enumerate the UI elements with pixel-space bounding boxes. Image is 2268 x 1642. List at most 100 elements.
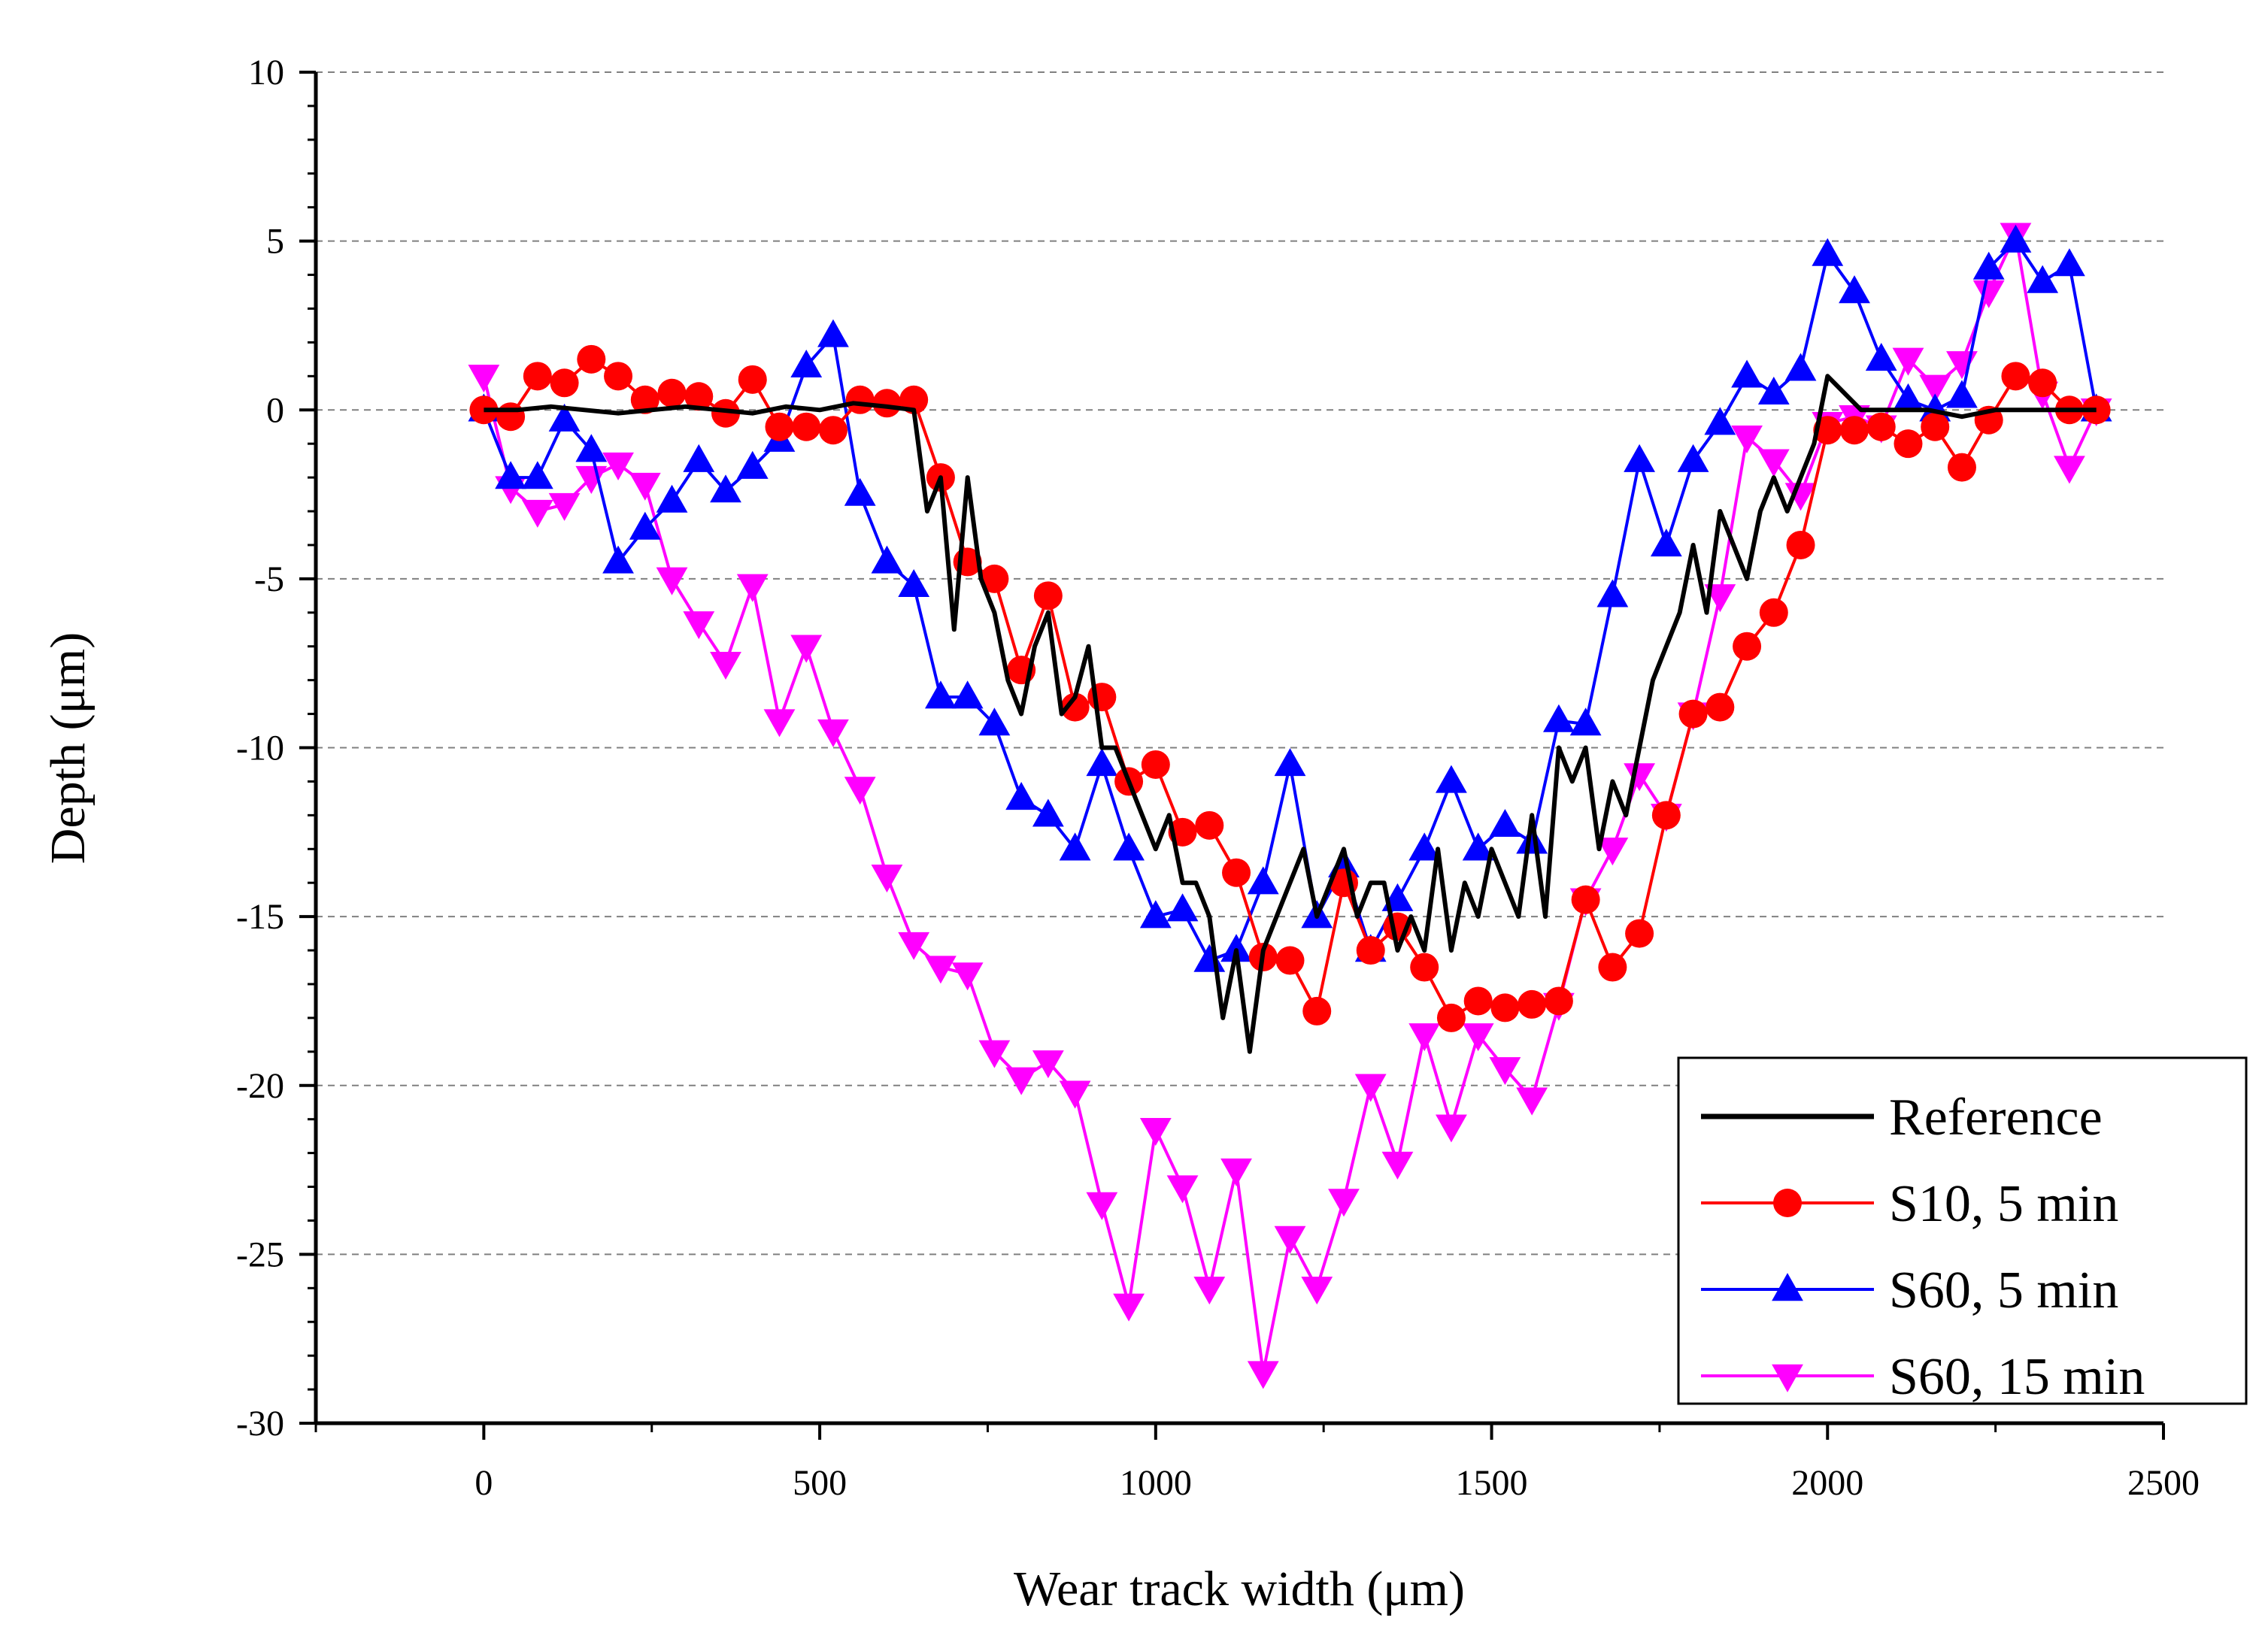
series-3-point-39	[1516, 1087, 1548, 1116]
series-2-point-23	[1086, 748, 1118, 777]
series-2-point-27	[1193, 944, 1226, 972]
series-3-point-26	[1166, 1175, 1199, 1204]
ticks: 10 5 0 -5 -10 -15 -20 -25 -30 0 500 1000 1500 2000 250…	[236, 53, 2200, 1503]
series-2-point-28	[1220, 934, 1252, 962]
y-tick-label-8: -30	[236, 1404, 284, 1444]
series-3-point-54	[1919, 374, 1951, 403]
series-1-point-28	[1222, 858, 1251, 887]
series-3-point-20	[1005, 1067, 1038, 1095]
legend-marker-2	[1772, 1273, 1803, 1301]
series-3-point-6	[629, 472, 661, 501]
series-2-point-42	[1596, 579, 1629, 607]
series-3-point-0	[468, 365, 500, 393]
series-1-point-1	[496, 402, 526, 432]
series-3-point-5	[602, 452, 634, 480]
series-3-point-55	[1946, 351, 1978, 380]
series-3-point-14	[844, 777, 876, 805]
series-3-point-43	[1624, 763, 1656, 792]
series-1-point-44	[1651, 801, 1681, 830]
series-2	[468, 224, 2112, 972]
series-1-point-46	[1706, 692, 1735, 722]
series-2-point-36	[1436, 765, 1467, 793]
series-line-0	[484, 374, 2097, 1054]
series-1-point-48	[1759, 598, 1788, 627]
series-1-point-0	[469, 395, 499, 425]
series-line-2	[482, 239, 2098, 962]
series-3-point-18	[951, 962, 984, 991]
series-2-point-39	[1516, 826, 1548, 854]
series-2-point-50	[1812, 238, 1844, 266]
x-axis-title: Wear track width (μm)	[1014, 1562, 1465, 1616]
series-3-point-32	[1328, 1189, 1360, 1217]
series	[468, 223, 2112, 1389]
series-2-point-19	[978, 707, 1011, 736]
series-1-point-33	[1356, 936, 1385, 965]
series-2-point-30	[1274, 748, 1306, 777]
series-1-point-12	[792, 412, 821, 441]
series-3-point-27	[1193, 1277, 1226, 1305]
series-3-point-25	[1139, 1117, 1172, 1147]
series-1-point-9	[711, 398, 741, 428]
series-3-point-12	[790, 635, 823, 663]
series-3-point-28	[1220, 1158, 1252, 1186]
y-tick-label-4: -10	[236, 729, 284, 768]
series-1-point-4	[577, 344, 606, 374]
series-1-point-3	[550, 368, 579, 398]
series-2-point-52	[1865, 343, 1897, 371]
series-1-point-39	[1518, 989, 1547, 1019]
series-2-point-37	[1462, 832, 1494, 861]
series-1-point-13	[818, 416, 847, 445]
series-2-point-41	[1569, 707, 1602, 736]
y-tick-label-7: -25	[236, 1235, 284, 1274]
series-2-point-1	[495, 461, 527, 489]
series-3-point-38	[1489, 1057, 1521, 1086]
series-1-point-21	[1033, 581, 1063, 610]
series-1-point-41	[1571, 885, 1600, 914]
series-2-point-58	[2027, 265, 2059, 293]
series-2-point-5	[602, 545, 634, 574]
series-2-point-22	[1059, 832, 1091, 861]
legend-label-3: S60, 15 min	[1889, 1348, 2145, 1406]
series-3-point-10	[736, 574, 769, 602]
series-1-point-36	[1436, 1003, 1466, 1032]
series-2-point-21	[1032, 798, 1064, 827]
series-2-point-45	[1677, 444, 1709, 472]
series-2-point-38	[1489, 808, 1521, 838]
series-2-point-2	[521, 461, 553, 489]
series-2-point-51	[1839, 275, 1870, 304]
series-3-point-24	[1113, 1293, 1145, 1322]
series-2-point-12	[790, 349, 823, 378]
series-3-point-7	[656, 567, 688, 595]
legend-label-0: Reference	[1889, 1089, 2103, 1147]
series-3-point-8	[683, 611, 715, 640]
series-1-point-53	[1894, 429, 1923, 459]
series-2-point-29	[1247, 866, 1279, 895]
series-1-point-2	[523, 362, 552, 391]
series-3-point-23	[1086, 1192, 1118, 1220]
series-2-point-7	[656, 484, 688, 513]
series-1-point-54	[1921, 412, 1950, 441]
x-tick-label-5: 2500	[2127, 1463, 2200, 1503]
series-2-point-43	[1624, 444, 1656, 472]
series-2-point-13	[817, 319, 849, 347]
series-1-point-38	[1490, 993, 1520, 1022]
x-tick-label-4: 2000	[1791, 1463, 1863, 1503]
series-3-point-49	[1784, 483, 1817, 511]
legend-marker-3	[1772, 1364, 1803, 1392]
series-2-point-49	[1784, 353, 1817, 381]
series-1-point-55	[1947, 453, 1976, 482]
series-1-point-42	[1598, 953, 1627, 982]
series-3	[468, 223, 2112, 1389]
series-3-point-3	[548, 492, 581, 521]
series-1-point-57	[2001, 362, 2030, 391]
series-1-point-5	[604, 362, 633, 391]
series-1-point-37	[1463, 986, 1493, 1016]
series-2-point-14	[844, 477, 876, 506]
y-tick-label-6: -20	[236, 1066, 284, 1106]
x-tick-label-3: 1500	[1456, 1463, 1528, 1503]
series-1-point-6	[630, 385, 659, 414]
series-1-point-40	[1544, 986, 1573, 1016]
series-3-point-2	[521, 499, 553, 528]
series-2-point-4	[575, 434, 608, 462]
